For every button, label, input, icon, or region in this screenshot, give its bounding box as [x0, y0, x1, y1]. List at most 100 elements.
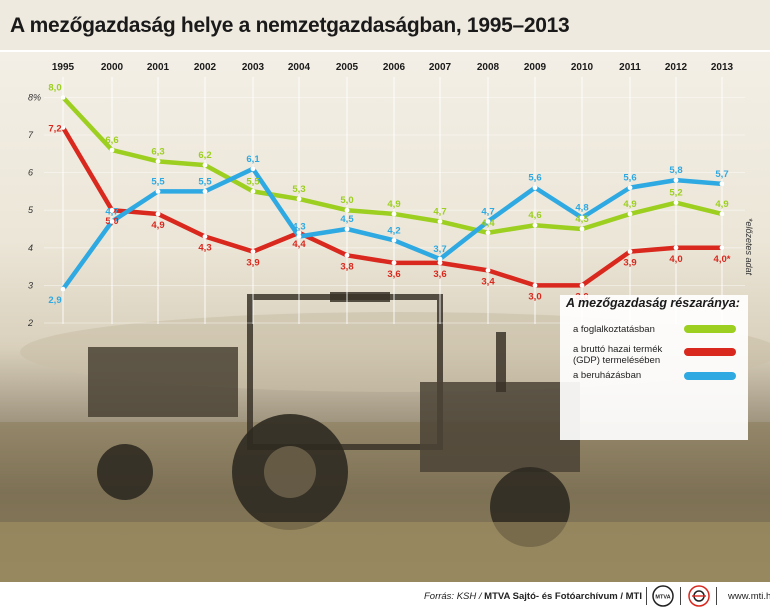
- data-point: [579, 283, 585, 288]
- data-label: 3,6: [433, 269, 446, 280]
- title-divider: [0, 50, 770, 52]
- x-tick-label: 2011: [619, 62, 641, 73]
- data-point: [485, 219, 491, 224]
- data-point: [627, 249, 633, 254]
- data-point: [60, 286, 66, 292]
- data-point: [719, 245, 725, 251]
- x-tick-label: 2004: [288, 62, 311, 73]
- data-point: [391, 211, 397, 217]
- data-label: 5,8: [669, 165, 682, 176]
- footer-url: www.mti.hu: [728, 591, 770, 602]
- legend-swatch-investment: [684, 372, 736, 380]
- y-tick-label: 2: [27, 318, 33, 328]
- grid-lines: [44, 77, 745, 324]
- data-point: [60, 95, 66, 100]
- data-label: 4,4: [292, 239, 306, 250]
- x-tick-label: 2012: [665, 62, 688, 73]
- data-point: [391, 237, 397, 243]
- legend-swatch-gdp: [684, 348, 736, 356]
- data-label: 5,0: [340, 195, 353, 206]
- x-tick-label: 2009: [524, 62, 547, 73]
- data-label: 3,9: [623, 258, 636, 269]
- data-label: 4,7: [433, 206, 446, 217]
- data-label: 5,5: [198, 176, 212, 187]
- data-point: [109, 219, 115, 224]
- data-point: [485, 267, 491, 273]
- mtva-logo-text: MTVA: [655, 595, 670, 601]
- data-label: 5,2: [669, 188, 682, 199]
- preliminary-note-text: *előzetes adat: [744, 218, 754, 276]
- data-label: 3,4: [481, 276, 495, 287]
- mti-logo-icon: [688, 585, 710, 607]
- footer-separator: [716, 587, 717, 605]
- data-label: 4,7: [105, 206, 118, 217]
- chart-area: 8% 7 6 5 4 3 2 1995 2000 2001 2002 2003 2004 2005 2006…: [0, 52, 770, 590]
- data-point: [296, 230, 302, 236]
- data-label: 5,7: [715, 169, 728, 180]
- data-point: [155, 211, 161, 217]
- footer-source: Forrás: KSH / MTVA Sajtó- és Fotóarchívu…: [424, 591, 642, 602]
- data-point: [673, 245, 679, 251]
- y-tick-label: 6: [28, 168, 33, 178]
- data-label: 6,2: [198, 150, 211, 161]
- footer-separator: [680, 587, 681, 605]
- y-tick-label: 7: [28, 130, 34, 140]
- data-label: 4,7: [481, 206, 494, 217]
- data-label: 3,7: [433, 244, 446, 255]
- data-point: [719, 211, 725, 217]
- data-label: 4,9: [623, 199, 636, 210]
- axis-labels: 8% 7 6 5 4 3 2 1995 2000 2001 2002 2003 2004 2005 2006…: [27, 62, 734, 328]
- data-point: [437, 260, 443, 266]
- data-label: 5,5: [246, 176, 260, 187]
- data-point: [344, 226, 350, 232]
- footer-separator: [646, 587, 647, 605]
- x-tick-label: 2005: [336, 62, 359, 73]
- data-label: 4,3: [198, 243, 211, 254]
- data-label: 2,9: [48, 295, 61, 306]
- y-tick-label: 4: [28, 243, 33, 253]
- data-label: 4,5: [340, 214, 354, 225]
- data-label: 6,3: [151, 146, 164, 157]
- legend-label-investment: a beruházásban: [573, 370, 642, 381]
- data-point: [250, 189, 256, 194]
- data-label: 4,0*: [714, 254, 731, 265]
- data-label: 4,9: [151, 220, 164, 231]
- data-point: [202, 162, 208, 168]
- data-label: 4,8: [575, 203, 588, 214]
- y-tick-label: 5: [28, 205, 34, 215]
- data-point: [673, 177, 679, 183]
- data-point: [250, 249, 256, 254]
- x-tick-label: 2003: [242, 62, 265, 73]
- data-label: 5,3: [292, 184, 305, 195]
- legend-heading: A mezőgazdaság részaránya:: [566, 296, 740, 310]
- footer-source-prefix: Forrás: KSH /: [423, 591, 485, 602]
- footer: Forrás: KSH / MTVA Sajtó- és Fotóarchívu…: [0, 582, 770, 610]
- footer-source-bold: MTVA Sajtó- és Fotóarchívum / MTI: [484, 591, 642, 602]
- legend-label-employment: a foglalkoztatásban: [573, 324, 655, 335]
- data-label: 3,0: [528, 291, 541, 302]
- x-tick-label: 2010: [571, 62, 594, 73]
- x-tick-label: 2001: [147, 62, 170, 73]
- data-label: 4,6: [528, 210, 541, 221]
- data-label: 5,5: [151, 176, 165, 187]
- data-label: 7,2: [48, 123, 61, 134]
- data-point: [344, 252, 350, 258]
- data-label: 5,6: [623, 173, 636, 184]
- data-point: [579, 226, 585, 232]
- data-point: [109, 207, 115, 213]
- data-point: [155, 189, 161, 194]
- series-layer: 8,0 6,6 6,3 6,2 5,5 5,3 5,0 4,9 4,7 4,4 4,6 4,5 4,9 5…: [48, 82, 730, 306]
- data-point: [719, 181, 725, 187]
- data-label: 4,9: [387, 199, 400, 210]
- x-tick-label: 2000: [101, 62, 124, 73]
- x-tick-label: 2002: [194, 62, 217, 73]
- data-point: [202, 234, 208, 239]
- data-point: [109, 147, 115, 153]
- x-tick-label: 2008: [477, 62, 500, 73]
- legend-swatch-employment: [684, 325, 736, 333]
- data-point: [250, 166, 256, 172]
- preliminary-note: *előzetes adat: [744, 218, 756, 308]
- data-label: 6,1: [246, 154, 260, 165]
- x-tick-label: 1995: [52, 62, 75, 73]
- data-point: [627, 211, 633, 217]
